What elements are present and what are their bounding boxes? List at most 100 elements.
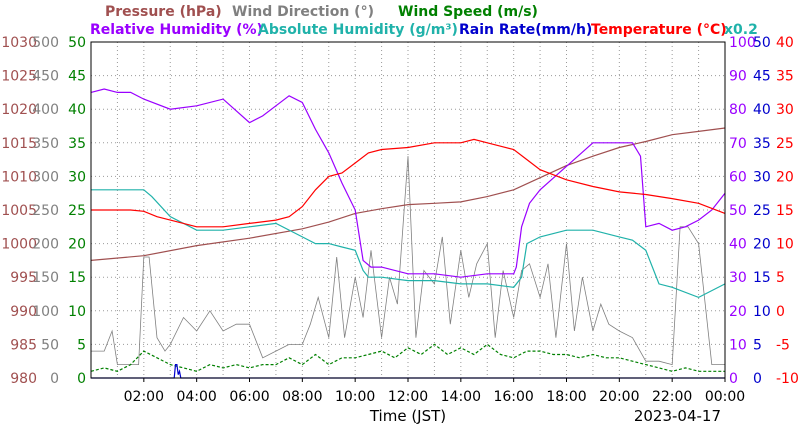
wind-direction-tick-label: 0 xyxy=(50,371,59,387)
wind-direction-tick-label: 100 xyxy=(32,304,59,320)
wind-speed-tick-label: 45 xyxy=(68,69,86,85)
legend-wind-direction: Wind Direction (°) xyxy=(232,4,374,20)
rain-rate-tick-label: 40 xyxy=(753,102,771,118)
rain-rate-tick-label: 10 xyxy=(753,304,771,320)
pressure-tick-label: 990 xyxy=(10,304,37,320)
relative-humidity-tick-label: 50 xyxy=(729,203,747,219)
wind-speed-tick-label: 40 xyxy=(68,102,86,118)
relative-humidity-tick-label: 10 xyxy=(729,337,747,353)
relative-humidity-tick-label: 80 xyxy=(729,102,747,118)
legend-multiplier: x0.2 xyxy=(724,22,758,38)
wind-speed-tick-label: 5 xyxy=(77,337,86,353)
legend-temperature: Temperature (°C) xyxy=(591,22,727,38)
pressure-tick-label: 1025 xyxy=(1,69,37,85)
x-tick-label: 02:00 xyxy=(124,389,164,405)
relative-humidity-tick-label: 70 xyxy=(729,136,747,152)
relative-humidity-tick-label: 100 xyxy=(729,35,756,51)
tick-labels: 1030102510201015101010051000995990985980… xyxy=(1,35,799,405)
legend-absolute-humidity: Absolute Humidity (g/m³) xyxy=(258,22,458,38)
temperature-tick-label: -5 xyxy=(776,337,790,353)
wind-direction-tick-label: 450 xyxy=(32,69,59,85)
relative-humidity-series xyxy=(90,88,726,278)
temperature-series xyxy=(91,138,726,228)
x-axis-label: Time (JST) xyxy=(369,407,446,425)
rain-rate-tick-label: 5 xyxy=(753,337,762,353)
rain-rate-tick-label: 0 xyxy=(753,371,762,387)
wind-speed-tick-label: 20 xyxy=(68,237,86,253)
date-label: 2023-04-17 xyxy=(634,407,721,425)
rain-rate-series xyxy=(91,364,725,379)
legend-rain-rate: Rain Rate(mm/h) xyxy=(459,22,592,38)
temperature-tick-label: 0 xyxy=(776,304,785,320)
wind-direction-tick-label: 500 xyxy=(32,35,59,51)
pressure-tick-label: 1000 xyxy=(1,237,37,253)
wind-direction-tick-label: 150 xyxy=(32,270,59,286)
pressure-tick-label: 1015 xyxy=(1,136,37,152)
pressure-tick-label: 1005 xyxy=(1,203,37,219)
temperature-tick-label: 20 xyxy=(776,169,794,185)
pressure-tick-label: 1030 xyxy=(1,35,37,51)
wind-speed-series xyxy=(90,343,725,372)
rain-rate-tick-label: 45 xyxy=(753,69,771,85)
absolute-humidity-series xyxy=(91,189,726,299)
relative-humidity-tick-label: 90 xyxy=(729,69,747,85)
wind-speed-tick-label: 10 xyxy=(68,304,86,320)
x-tick-label: 22:00 xyxy=(652,389,692,405)
series-layer xyxy=(90,88,726,379)
pressure-tick-label: 1010 xyxy=(1,169,37,185)
wind-speed-tick-label: 30 xyxy=(68,169,86,185)
temperature-tick-label: 10 xyxy=(776,237,794,253)
wind-speed-tick-label: 15 xyxy=(68,270,86,286)
temperature-tick-label: 25 xyxy=(776,136,794,152)
x-tick-label: 12:00 xyxy=(388,389,428,405)
rain-rate-tick-label: 20 xyxy=(753,237,771,253)
x-tick-label: 18:00 xyxy=(546,389,586,405)
x-tick-label: 10:00 xyxy=(335,389,375,405)
rain-rate-tick-label: 30 xyxy=(753,169,771,185)
x-tick-label: 00:00 xyxy=(705,389,745,405)
legend-wind-speed: Wind Speed (m/s) xyxy=(398,4,538,20)
temperature-tick-label: 40 xyxy=(776,35,794,51)
pressure-tick-label: 985 xyxy=(10,337,37,353)
wind-direction-tick-label: 200 xyxy=(32,237,59,253)
pressure-tick-label: 980 xyxy=(10,371,37,387)
temperature-tick-label: 15 xyxy=(776,203,794,219)
relative-humidity-tick-label: 40 xyxy=(729,237,747,253)
grid xyxy=(91,42,725,378)
temperature-tick-label: -10 xyxy=(776,371,799,387)
x-tick-label: 04:00 xyxy=(176,389,216,405)
relative-humidity-tick-label: 20 xyxy=(729,304,747,320)
wind-direction-tick-label: 250 xyxy=(32,203,59,219)
x-tick-label: 06:00 xyxy=(229,389,269,405)
x-tick-label: 16:00 xyxy=(493,389,533,405)
relative-humidity-tick-label: 30 xyxy=(729,270,747,286)
x-tick-label: 08:00 xyxy=(282,389,322,405)
wind-speed-tick-label: 25 xyxy=(68,203,86,219)
x-tick-label: 20:00 xyxy=(599,389,639,405)
pressure-tick-label: 1020 xyxy=(1,102,37,118)
pressure-series xyxy=(90,127,726,261)
rain-rate-tick-label: 35 xyxy=(753,136,771,152)
legend-relative-humidity: Relative Humidity (%) xyxy=(90,22,263,38)
wind-speed-tick-label: 0 xyxy=(77,371,86,387)
rain-rate-tick-label: 15 xyxy=(753,270,771,286)
legend-pressure: Pressure (hPa) xyxy=(105,4,222,20)
wind-speed-tick-label: 50 xyxy=(68,35,86,51)
temperature-tick-label: 30 xyxy=(776,102,794,118)
wind-direction-series xyxy=(91,156,725,366)
pressure-tick-label: 995 xyxy=(10,270,37,286)
wind-direction-tick-label: 400 xyxy=(32,102,59,118)
temperature-tick-label: 35 xyxy=(776,69,794,85)
wind-direction-tick-label: 300 xyxy=(32,169,59,185)
wind-direction-tick-label: 350 xyxy=(32,136,59,152)
wind-direction-tick-label: 50 xyxy=(41,337,59,353)
relative-humidity-tick-label: 60 xyxy=(729,169,747,185)
x-tick-label: 14:00 xyxy=(441,389,481,405)
rain-rate-tick-label: 25 xyxy=(753,203,771,219)
wind-speed-tick-label: 35 xyxy=(68,136,86,152)
relative-humidity-tick-label: 0 xyxy=(729,371,738,387)
rain-rate-tick-label: 50 xyxy=(753,35,771,51)
temperature-tick-label: 5 xyxy=(776,270,785,286)
